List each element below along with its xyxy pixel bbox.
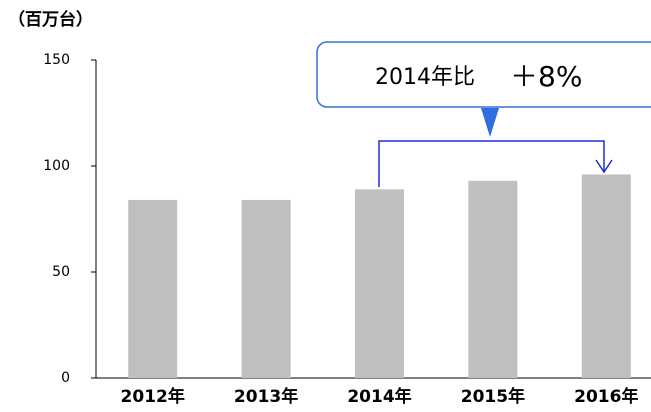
x-tick-label: 2014年 — [347, 386, 411, 407]
y-tick-label: 100 — [43, 158, 70, 174]
bar — [468, 180, 518, 378]
x-tick-label: 2016年 — [574, 386, 638, 407]
bar — [355, 189, 404, 378]
bar — [581, 174, 631, 378]
annotation-box — [316, 41, 651, 108]
pointer — [481, 108, 499, 137]
annotation-change: ＋8% — [510, 60, 582, 93]
y-tick-label: 0 — [61, 370, 70, 386]
y-tick-label: 50 — [52, 264, 70, 280]
bracket-arrow — [595, 159, 613, 174]
y-axis-label: （百万台） — [8, 9, 93, 30]
y-tick-label: 150 — [43, 52, 70, 68]
bar — [241, 199, 291, 378]
x-tick-label: 2015年 — [461, 386, 525, 407]
bracket — [378, 140, 605, 187]
x-tick-label: 2012年 — [121, 386, 185, 407]
bar — [128, 199, 178, 378]
annotation-base: 2014年比 — [375, 65, 475, 90]
x-tick-label: 2013年 — [234, 386, 298, 407]
